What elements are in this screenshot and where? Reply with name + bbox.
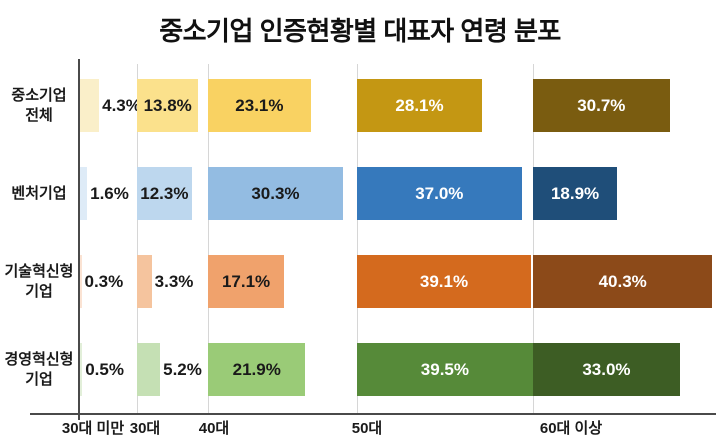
bar-value-label: 4.3%	[102, 95, 141, 115]
bar-segment: 39.1%	[357, 255, 531, 308]
row-label-line: 기업	[25, 370, 53, 388]
x-tick-label: 60대 이상	[539, 420, 603, 437]
bar-value-label: 0.3%	[84, 271, 124, 291]
bar-value-label: 18.9%	[550, 183, 600, 203]
chart-title: 중소기업 인증현황별 대표자 연령 분포	[159, 16, 561, 46]
bar-segment: 28.1%	[357, 79, 483, 132]
bar-segment: 17.1%	[208, 255, 285, 308]
bar-segment	[80, 343, 83, 396]
bar-segment: 40.3%	[533, 255, 713, 308]
bar-segment	[80, 79, 100, 132]
bar-value-label: 5.2%	[163, 359, 202, 379]
bar-segment	[80, 255, 82, 308]
row-label-line: 중소기업	[11, 87, 67, 104]
bar-value-label: 30.3%	[251, 183, 300, 203]
row-label-line: 벤처기업	[11, 184, 67, 202]
gridline	[137, 64, 138, 413]
x-tick-label: 30대	[129, 420, 161, 437]
bar-value-label: 33.0%	[582, 359, 631, 379]
x-tick-label: 40대	[198, 420, 230, 437]
bar-value-label: 37.0%	[415, 183, 464, 203]
row-label-line: 경영혁신형	[4, 351, 74, 368]
y-axis-line	[78, 59, 80, 420]
bar-segment: 37.0%	[357, 167, 522, 220]
bar-value-label: 39.1%	[419, 271, 469, 291]
gridline	[533, 64, 534, 413]
bar-segment: 23.1%	[208, 79, 311, 132]
bar-segment: 30.3%	[208, 167, 343, 220]
bar-value-label: 3.3%	[154, 271, 194, 291]
bar-segment: 30.7%	[533, 79, 670, 132]
bar-value-label: 23.1%	[235, 95, 284, 115]
bar-value-label: 30.7%	[577, 95, 626, 115]
bar-value-label: 17.1%	[221, 271, 271, 291]
bar-segment: 21.9%	[208, 343, 306, 396]
bar-value-label: 13.8%	[143, 95, 192, 115]
bar-value-label: 0.5%	[85, 359, 124, 379]
row-label-line: 기업	[25, 282, 53, 300]
bar-segment: 13.8%	[137, 79, 199, 132]
bar-segment: 18.9%	[533, 167, 618, 220]
row-label-line: 전체	[25, 106, 53, 124]
bar-value-label: 1.6%	[90, 183, 129, 203]
bar-segment	[137, 255, 152, 308]
bar-segment: 12.3%	[137, 167, 192, 220]
bar-segment	[80, 167, 88, 220]
row-label: 벤처기업	[2, 167, 76, 220]
bar-value-label: 12.3%	[140, 183, 189, 203]
bar-value-label: 21.9%	[232, 359, 281, 379]
bar-segment: 33.0%	[533, 343, 680, 396]
x-tick-label: 30대 미만	[61, 420, 125, 437]
bar-segment: 39.5%	[357, 343, 533, 396]
gridline	[208, 64, 209, 413]
bar-value-label: 39.5%	[420, 359, 469, 379]
row-label-line: 기술혁신형	[4, 263, 74, 280]
bar-value-label: 40.3%	[598, 271, 647, 291]
gridline	[357, 64, 358, 413]
x-axis-line	[30, 413, 716, 415]
x-tick-label: 50대	[351, 420, 383, 437]
bar-value-label: 28.1%	[395, 95, 444, 115]
bar-segment	[137, 343, 161, 396]
